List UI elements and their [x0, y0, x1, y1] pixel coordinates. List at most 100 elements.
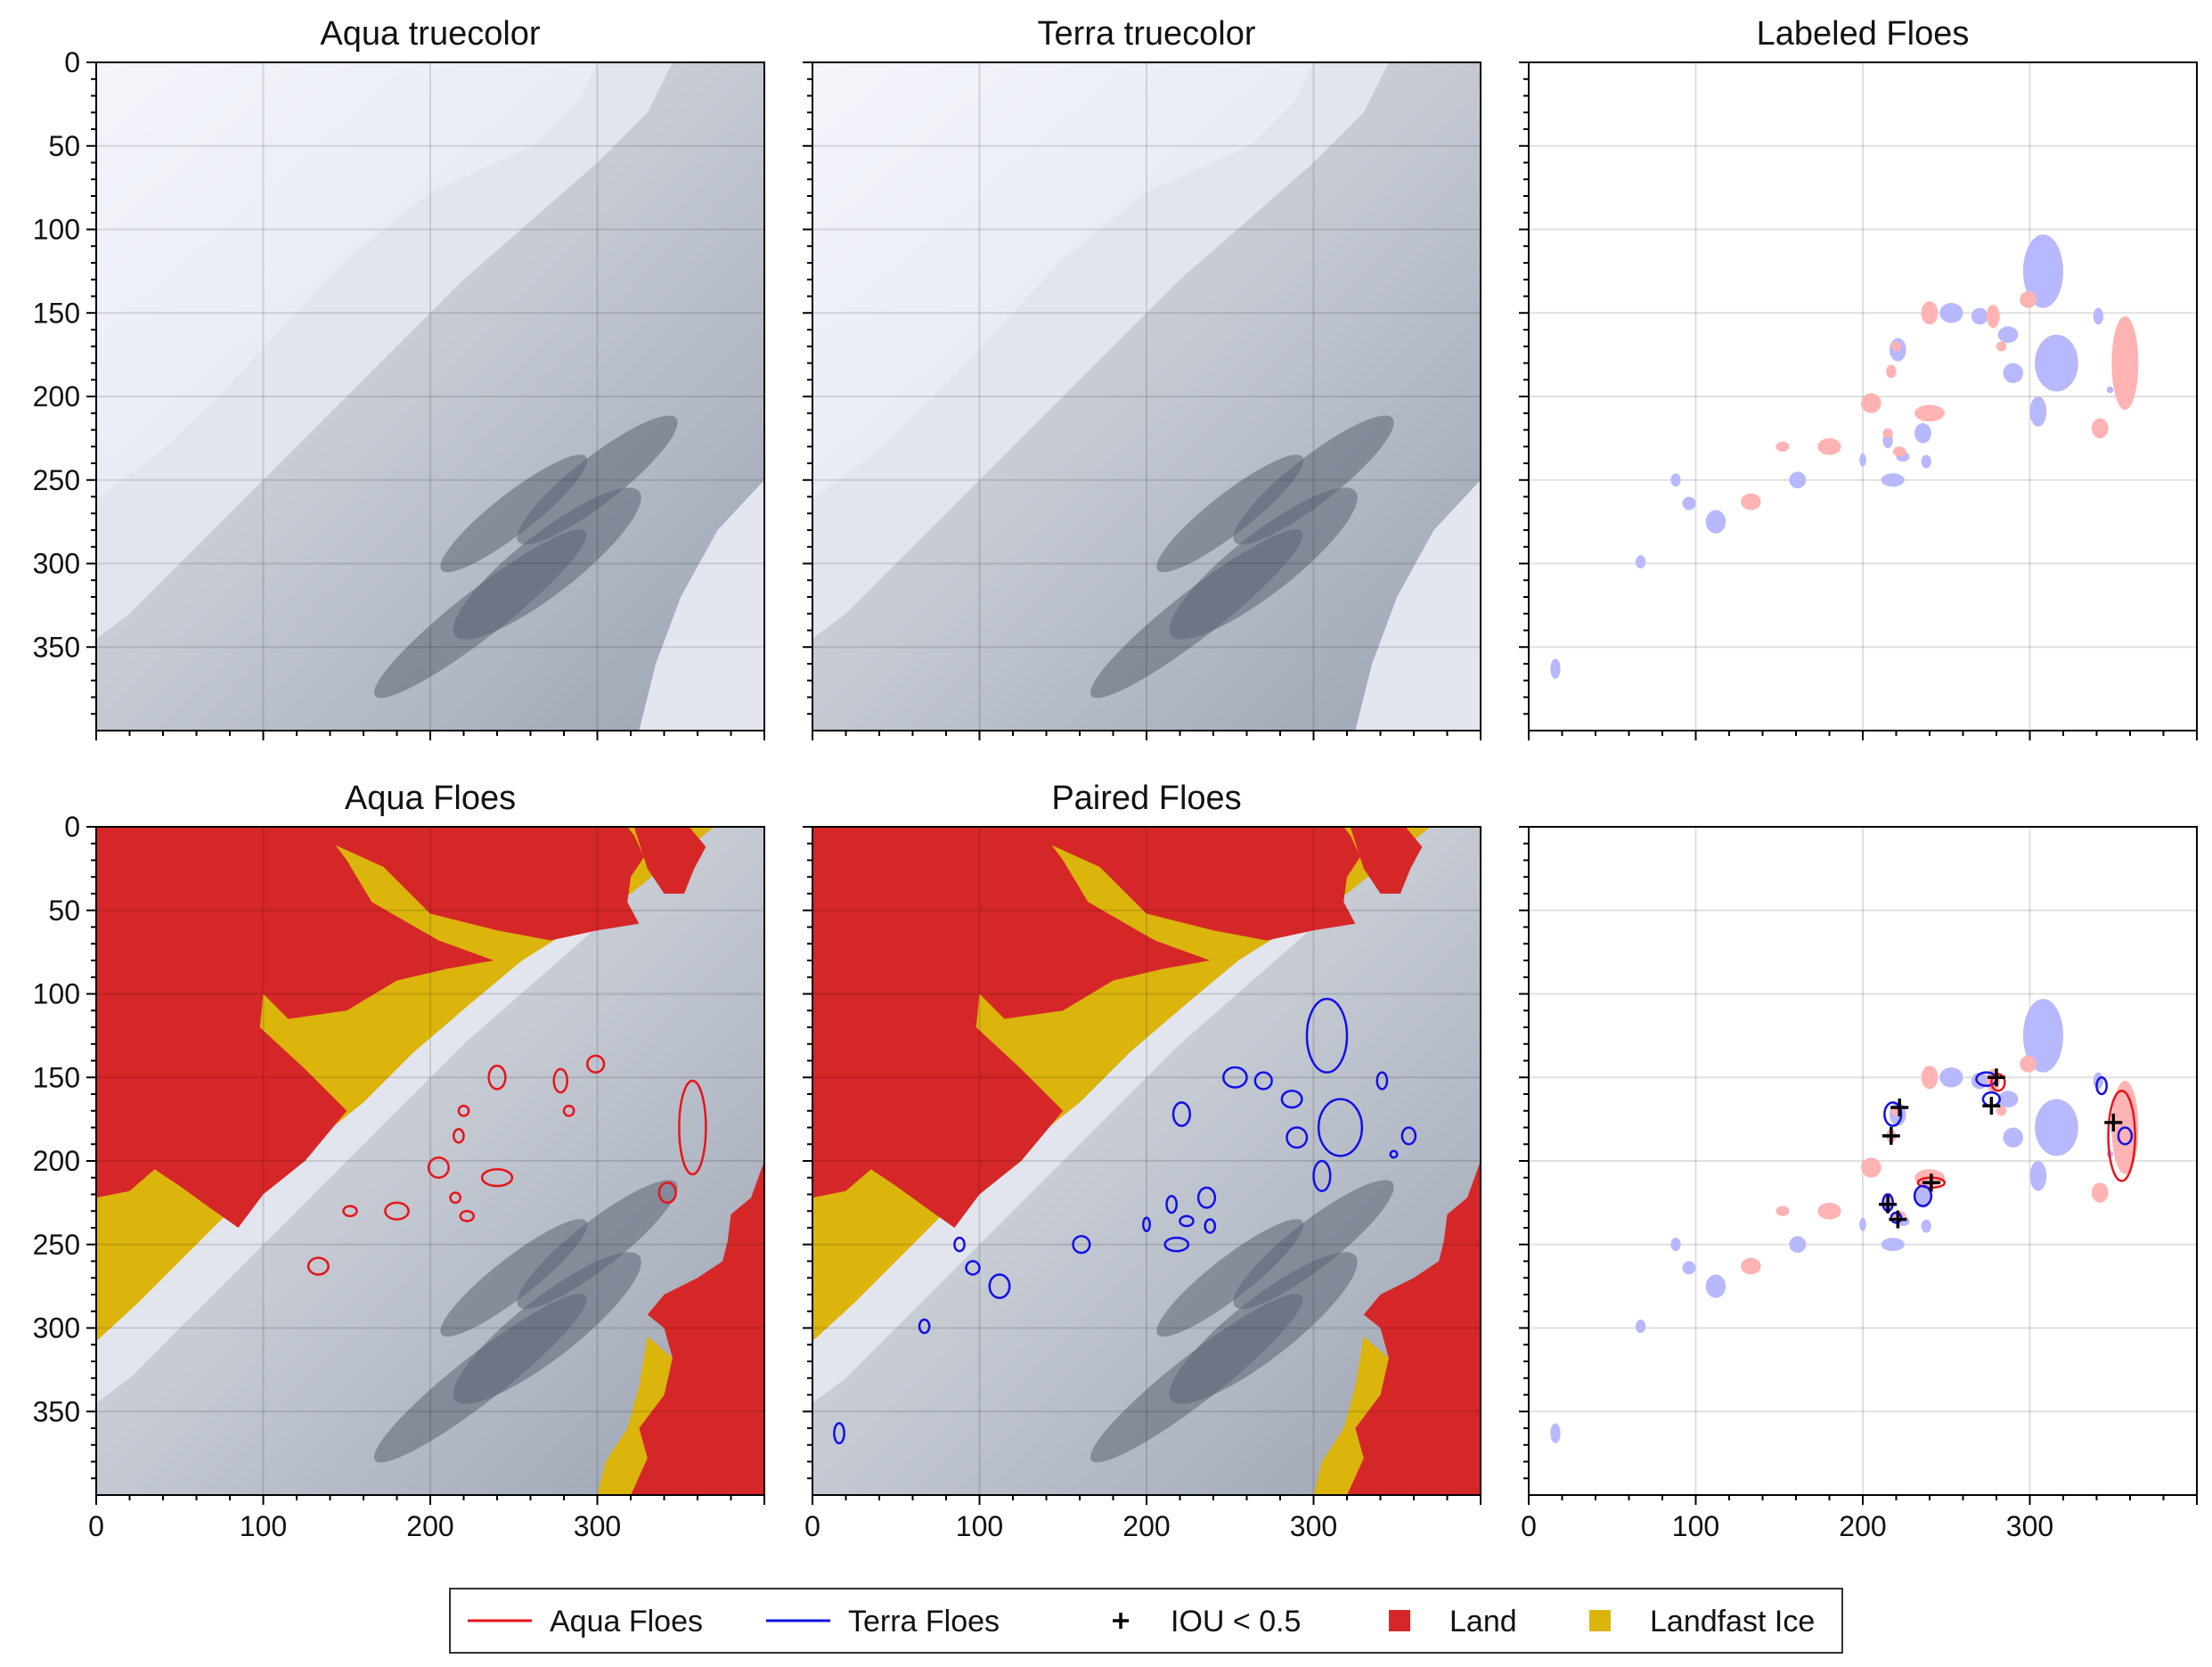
iou-marker: [1879, 1195, 1898, 1213]
open-water-streak: [373, 529, 587, 699]
y-tick-label: 200: [33, 380, 80, 413]
y-tick-label: 150: [33, 297, 80, 329]
plot-area: [96, 827, 764, 1495]
terra-floe-label: [2029, 1161, 2047, 1191]
terra-floe-outline: [1312, 1159, 1332, 1192]
y-tick-label: 100: [33, 214, 80, 246]
aqua-floe-label: [2020, 1055, 2037, 1073]
terra-floe-outline: [953, 1237, 966, 1253]
land-mask-se: [631, 1161, 764, 1495]
terra-floe-outline: [1389, 1149, 1399, 1159]
terra-floe-label: [1705, 1274, 1726, 1298]
terra-floe-outline: [1072, 1235, 1091, 1254]
panel-title: Aqua truecolor: [320, 15, 540, 53]
aqua-floe-outline: [453, 1128, 465, 1144]
aqua-floe-label: [1861, 393, 1881, 413]
y-tick-label: 0: [64, 811, 80, 843]
terra-floe-label: [1550, 658, 1561, 679]
aqua-floe-label: [1817, 437, 1841, 455]
legend-entry: Land: [1389, 1605, 1517, 1638]
legend-entry: Terra Floes: [766, 1605, 1000, 1638]
terra-floe-label: [2023, 234, 2063, 308]
iou-marker: [1988, 1068, 2005, 1087]
terra-floe-outline: [918, 1318, 931, 1335]
terra-floe-outline: [1280, 1090, 1303, 1109]
legend-label: Land: [1449, 1605, 1517, 1638]
legend-entry: Aqua Floes: [468, 1605, 703, 1638]
panel-title: Labeled Floes: [1757, 15, 1970, 53]
y-tick-label: 300: [33, 1312, 80, 1344]
y-tick-label: 350: [33, 631, 80, 663]
aqua-floe-outline: [552, 1067, 568, 1094]
terra-floe-label: [1789, 1236, 1807, 1254]
aqua-floe-outline: [306, 1256, 330, 1276]
snow-covered-land: [812, 62, 1314, 501]
terra-floe-label: [1705, 510, 1726, 534]
terra-floe-outline: [1253, 1071, 1273, 1091]
land-mask-ne: [633, 827, 706, 894]
fast-ice-band: [812, 827, 1389, 1403]
snow-covered-land-se: [1355, 479, 1481, 731]
y-tick-label: 300: [33, 548, 80, 580]
land-mask-west: [96, 827, 494, 1228]
open-water-streak: [1156, 1219, 1304, 1337]
plot-area: [1529, 62, 2197, 731]
terra-floe-outline: [2117, 1126, 2134, 1146]
land-mask-west: [812, 827, 1211, 1228]
aqua-floe-label: [1817, 1202, 1841, 1220]
terra-floe-label: [1636, 555, 1646, 569]
open-water-streak: [1090, 1294, 1303, 1463]
terra-floe-label: [2093, 307, 2103, 325]
grid: [1529, 827, 2197, 1495]
terra-floe-label: [1914, 1188, 1931, 1208]
aqua-floe-label: [1996, 341, 2007, 352]
terra-floe-label: [1682, 496, 1696, 511]
aqua-floe-outline: [384, 1201, 410, 1221]
panel-terra-truecolor: Terra truecolor: [803, 15, 1481, 740]
aqua-floe-outline: [2107, 1090, 2136, 1182]
y-tick-label: 0: [64, 46, 80, 78]
terra-floe-label: [1881, 473, 1905, 487]
ticks: [803, 61, 1481, 740]
x-tick-label: 200: [406, 1510, 453, 1542]
aqua-floe-outline: [657, 1181, 677, 1205]
open-water-streak: [517, 1180, 678, 1310]
terra-floe-outline: [1222, 1066, 1248, 1089]
legend-label: Aqua Floes: [550, 1605, 703, 1638]
panel-paired-floes: 0 100 200 300 Paired Floes: [803, 780, 1481, 1542]
aqua-floe-label: [1986, 304, 2000, 329]
iou-marker: [1890, 1099, 1909, 1116]
legend-label: Terra Floes: [848, 1605, 1000, 1638]
terra-floe-outline: [1179, 1214, 1195, 1228]
open-water-streak: [440, 1219, 588, 1337]
plot-area: [812, 827, 1481, 1495]
terra-floe-label: [1550, 1423, 1561, 1443]
panel-title: Terra truecolor: [1038, 15, 1256, 53]
landfast-ice-mask-se: [597, 1336, 673, 1495]
fast-ice-band: [812, 62, 1389, 639]
terra-floe-label: [1789, 471, 1807, 489]
plot-area: [96, 62, 764, 731]
legend-label: IOU < 0.5: [1171, 1605, 1301, 1638]
legend-entry: Landfast Ice: [1589, 1605, 1815, 1638]
terra-floe-outline: [1142, 1216, 1151, 1232]
land-mask-ne: [1350, 827, 1423, 894]
terra-floe-outline: [2095, 1076, 2108, 1096]
terra-floe-outline: [1883, 1101, 1903, 1127]
land-mask-north: [96, 827, 644, 941]
aqua-floe-outline: [1990, 1073, 2006, 1092]
terra-floe-outline: [1317, 1098, 1364, 1157]
grid: [96, 62, 764, 731]
terra-floe-label: [1997, 1091, 2019, 1107]
panel-title: Paired Floes: [1051, 780, 1241, 817]
aqua-floe-label: [1886, 364, 1897, 379]
terra-floe-label: [1682, 1261, 1696, 1275]
terra-floe-label: [1881, 1238, 1905, 1252]
terra-floe-outline: [965, 1260, 981, 1276]
plot-area: [1529, 827, 2197, 1495]
x-tick-label: 0: [1521, 1510, 1537, 1542]
aqua-floe-outline: [459, 1210, 475, 1222]
open-water-streak: [1233, 1180, 1394, 1310]
snow-covered-land: [96, 62, 598, 501]
